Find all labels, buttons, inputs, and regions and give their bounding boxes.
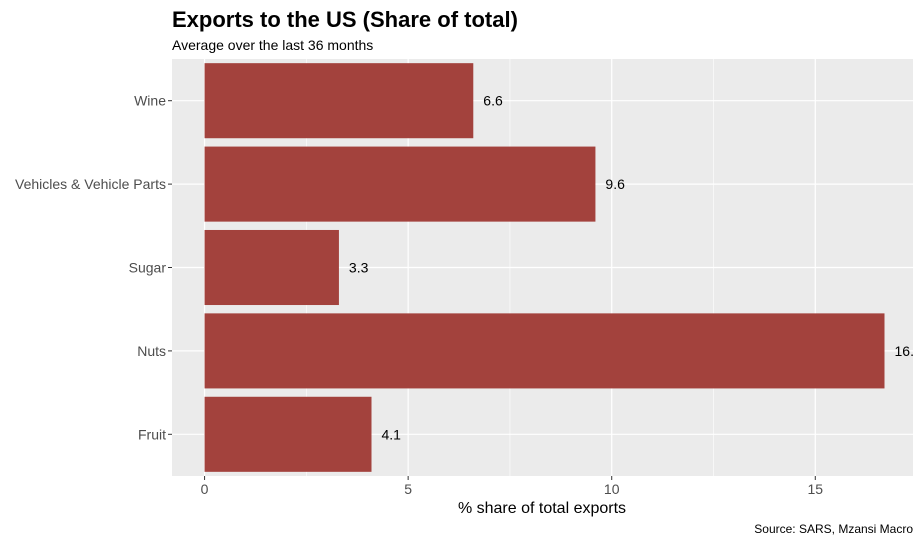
bar-fruit (204, 396, 372, 472)
bar-wine (204, 63, 474, 139)
data-label: 4.1 (382, 426, 402, 442)
x-tick-label: 10 (604, 481, 620, 497)
x-axis-title: % share of total exports (458, 500, 626, 517)
chart-caption: Source: SARS, Mzansi Macro (754, 522, 913, 536)
x-tick-label: 0 (201, 481, 209, 497)
x-axis: 0 5 10 15 (201, 476, 823, 497)
data-label: 6.6 (483, 93, 503, 109)
y-tick-label: Fruit (138, 426, 166, 442)
chart-title: Exports to the US (Share of total) (172, 7, 518, 32)
x-tick-label: 15 (807, 481, 823, 497)
y-tick-label: Nuts (137, 343, 166, 359)
chart-subtitle: Average over the last 36 months (172, 37, 373, 53)
data-label: 9.6 (605, 176, 625, 192)
y-tick-label: Wine (134, 93, 166, 109)
data-label: 16. (895, 343, 914, 359)
y-axis: Wine Vehicles & Vehicle Parts Sugar Nuts Fru… (15, 93, 172, 442)
bar-sugar (204, 229, 339, 306)
x-tick-label: 5 (404, 481, 412, 497)
bar-nuts (204, 313, 885, 389)
data-label: 3.3 (349, 260, 369, 276)
bars (204, 63, 885, 472)
y-tick-label: Sugar (129, 260, 167, 276)
y-tick-label: Vehicles & Vehicle Parts (15, 176, 166, 192)
bar-vehicles-vehicle-parts (204, 146, 596, 222)
data-labels: 6.6 9.6 3.3 16. 4.1 (349, 93, 914, 443)
